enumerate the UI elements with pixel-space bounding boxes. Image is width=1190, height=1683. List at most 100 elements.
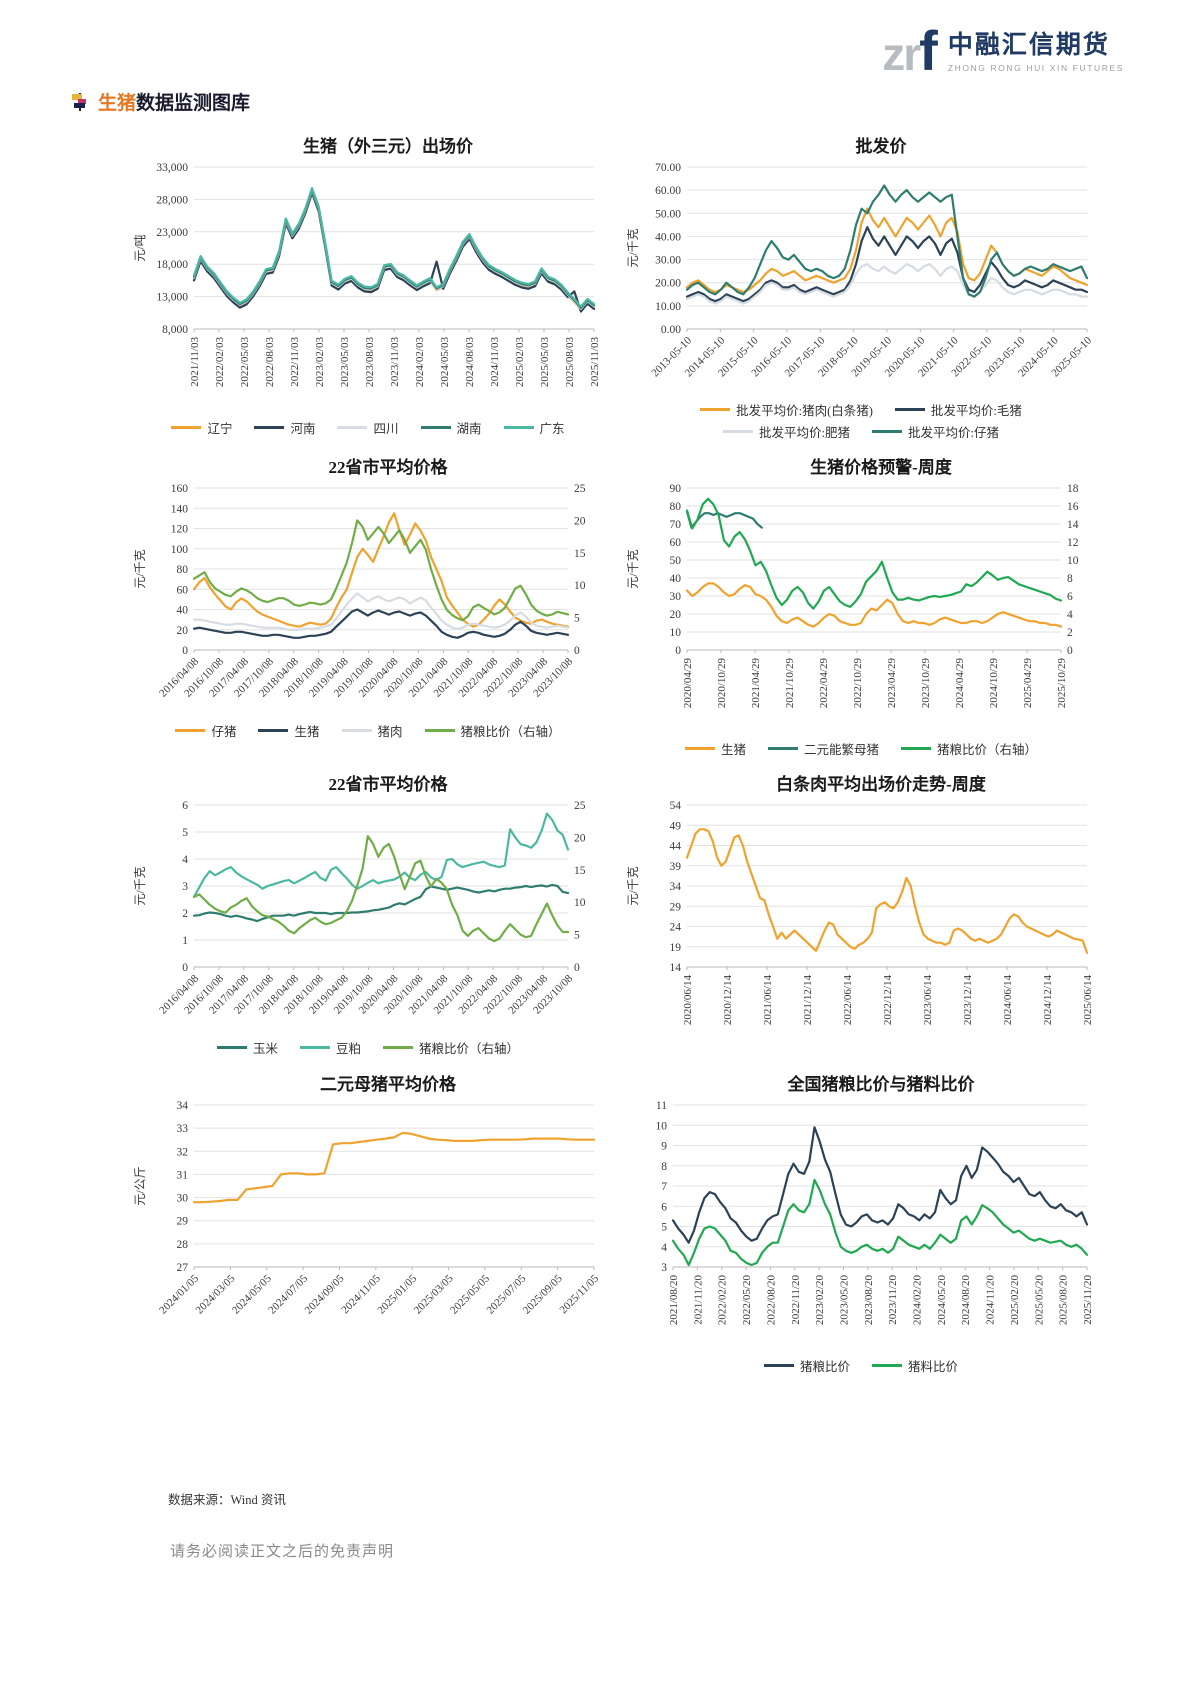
legend-item: 批发平均价:肥猪 [723, 422, 850, 441]
svg-text:2025/06/14: 2025/06/14 [1082, 975, 1094, 1026]
svg-text:元/吨: 元/吨 [133, 234, 147, 261]
legend-label: 生猪 [294, 725, 320, 739]
svg-text:25: 25 [574, 483, 586, 495]
svg-text:元/千克: 元/千克 [133, 866, 147, 905]
chart-title: 22省市平均价格 [328, 458, 448, 477]
svg-text:49: 49 [670, 820, 682, 832]
legend-label: 批发平均价:肥猪 [759, 426, 850, 440]
svg-text:2023/05/03: 2023/05/03 [339, 337, 351, 388]
legend-item: 猪粮比价（右轴） [383, 1038, 519, 1057]
svg-text:30: 30 [670, 591, 682, 603]
legend-swatch [216, 1046, 247, 1049]
svg-text:5: 5 [574, 930, 580, 942]
svg-text:140: 140 [171, 503, 189, 515]
chart-22-province-avg-price-2: 22省市平均价格 0 1 2 3 4 5 6 0 5 10 15 20 25 元/千克 2016/04/08 2… [118, 768, 618, 1058]
legend-label: 玉米 [252, 1042, 278, 1056]
legend-label: 猪粮比价（右轴） [460, 725, 561, 739]
legend-label: 批发平均价:毛猪 [930, 404, 1022, 418]
svg-text:60: 60 [670, 537, 682, 549]
svg-text:2023/08/20: 2023/08/20 [863, 1275, 875, 1326]
legend-item: 四川 [337, 418, 399, 437]
legend-swatch [723, 430, 754, 433]
svg-text:2021/04/29: 2021/04/29 [750, 658, 762, 709]
legend-swatch [872, 430, 902, 433]
chart-pig-price-warning-weekly: 生猪价格预警-周度 0 10 20 30 40 50 60 70 80 90 0 2 4 6 8 10 12 14 1… [626, 451, 1096, 758]
svg-text:2024/08/20: 2024/08/20 [960, 1275, 972, 1326]
chart-title: 全国猪粮比价与猪料比价 [787, 1075, 975, 1094]
chart-pig-exit-price: 生猪（外三元）出场价 8,000 13,000 18,000 23,000 28,000 3… [118, 130, 618, 441]
legend-item: 批发平均价:仔猪 [872, 422, 999, 441]
svg-text:2020/04/29: 2020/04/29 [682, 658, 694, 709]
legend-item: 猪粮比价（右轴） [901, 739, 1037, 758]
chart-canvas: 8,000 13,000 18,000 23,000 28,000 33,000 元/吨 20… [128, 159, 608, 420]
legend-label: 猪粮比价（右轴） [419, 1042, 520, 1056]
logo-company-name-en: ZHONG RONG HUI XIN FUTURES [947, 62, 1124, 73]
legend-swatch [258, 729, 289, 732]
svg-text:6: 6 [1067, 591, 1073, 603]
chart-canvas: 14 19 24 29 34 39 44 49 54 元/千克 2020/06/14 2020/12/… [621, 797, 1101, 1058]
chart-canvas: 3 4 5 6 7 8 9 10 11 2021/08/20 2021/11/20 2022/02/2… [621, 1097, 1101, 1358]
legend-swatch [700, 408, 731, 411]
svg-text:20.00: 20.00 [655, 278, 681, 290]
svg-text:元/千克: 元/千克 [626, 549, 640, 588]
legend-item: 生猪 [684, 739, 746, 758]
svg-text:6: 6 [661, 1201, 667, 1213]
svg-text:3: 3 [182, 881, 188, 893]
svg-text:40.00: 40.00 [655, 231, 681, 243]
legend-label: 生猪 [720, 743, 746, 757]
legend-item: 生猪 [258, 721, 320, 740]
legend-label: 辽宁 [207, 422, 233, 436]
svg-text:29: 29 [670, 901, 682, 913]
svg-text:4: 4 [1067, 609, 1073, 621]
logo-zr: zr [882, 28, 921, 80]
svg-text:30.00: 30.00 [655, 255, 681, 267]
svg-text:2022/02/20: 2022/02/20 [717, 1275, 729, 1326]
svg-text:0: 0 [574, 962, 580, 974]
legend-item: 猪粮比价（右轴） [424, 721, 561, 740]
svg-text:80: 80 [177, 564, 189, 576]
svg-text:10: 10 [670, 627, 682, 639]
svg-text:2022/05/03: 2022/05/03 [239, 337, 251, 388]
svg-text:2023/02/20: 2023/02/20 [814, 1275, 826, 1326]
chart-national-hog-grain-feed-ratio: 全国猪粮比价与猪料比价 3 4 5 6 7 8 9 10 11 2021/08/20 2021/11/… [626, 1068, 1096, 1375]
svg-text:5: 5 [182, 827, 188, 839]
company-logo: zrf 中融汇信期货 ZHONG RONG HUI XIN FUTURES [882, 23, 1124, 79]
legend-label: 四川 [373, 422, 399, 436]
chart-title: 生猪（外三元）出场价 [303, 137, 473, 156]
legend-label: 猪料比价 [908, 1360, 959, 1374]
svg-text:50: 50 [670, 555, 682, 567]
svg-text:2025/10/29: 2025/10/29 [1056, 658, 1068, 709]
svg-text:1: 1 [182, 935, 188, 947]
svg-text:2023/10/29: 2023/10/29 [920, 658, 932, 709]
svg-text:2024/05/20: 2024/05/20 [936, 1275, 948, 1326]
legend-swatch [337, 426, 368, 429]
svg-text:元/公斤: 元/公斤 [133, 1166, 147, 1205]
svg-text:2024/08/03: 2024/08/03 [464, 337, 476, 388]
chart-title: 白条肉平均出场价走势-周度 [776, 775, 986, 794]
svg-text:2024/10/29: 2024/10/29 [988, 658, 1000, 709]
legend-item: 湖南 [420, 418, 482, 437]
svg-text:20: 20 [177, 625, 189, 637]
legend-item: 猪肉 [341, 721, 403, 740]
svg-text:2024/11/03: 2024/11/03 [489, 337, 501, 387]
legend-swatch [383, 1046, 413, 1049]
svg-text:0: 0 [675, 645, 681, 657]
svg-text:2021/06/14: 2021/06/14 [762, 975, 774, 1026]
legend-label: 湖南 [456, 422, 482, 436]
svg-text:0.00: 0.00 [661, 324, 681, 336]
svg-text:2022/11/03: 2022/11/03 [289, 337, 301, 387]
legend-item: 猪料比价 [872, 1356, 958, 1375]
svg-text:2020/12/14: 2020/12/14 [722, 975, 734, 1026]
chart-legend: 批发平均价:猪肉(白条猪) 批发平均价:毛猪 批发平均价:肥猪 批发平均价:仔猪 [631, 400, 1091, 441]
svg-text:2022/08/03: 2022/08/03 [264, 337, 276, 388]
svg-text:3: 3 [661, 1262, 667, 1274]
svg-text:2022/05/20: 2022/05/20 [741, 1275, 753, 1326]
chart-canvas: 0.00 10.00 20.00 30.00 40.00 50.00 60.00 70.00 元… [621, 159, 1101, 402]
svg-text:2: 2 [1067, 627, 1073, 639]
svg-text:28,000: 28,000 [156, 194, 188, 206]
svg-text:2020/06/14: 2020/06/14 [682, 975, 694, 1026]
svg-text:元/千克: 元/千克 [626, 228, 640, 267]
svg-text:2023/11/20: 2023/11/20 [887, 1275, 899, 1325]
legend-item: 豆粕 [299, 1038, 361, 1057]
